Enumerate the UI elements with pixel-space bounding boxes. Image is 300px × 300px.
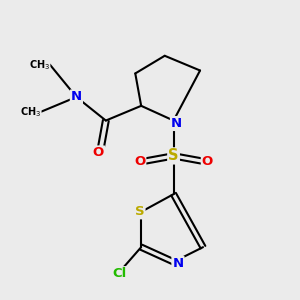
Text: Cl: Cl (112, 267, 126, 280)
Text: N: N (71, 91, 82, 103)
Text: S: S (135, 205, 145, 218)
Text: CH$_3$: CH$_3$ (20, 105, 41, 118)
Text: O: O (202, 155, 213, 168)
Text: CH$_3$: CH$_3$ (29, 58, 50, 71)
Text: O: O (134, 155, 145, 168)
Text: S: S (168, 148, 179, 164)
Text: O: O (93, 146, 104, 159)
Text: N: N (171, 117, 182, 130)
Text: N: N (172, 257, 184, 270)
